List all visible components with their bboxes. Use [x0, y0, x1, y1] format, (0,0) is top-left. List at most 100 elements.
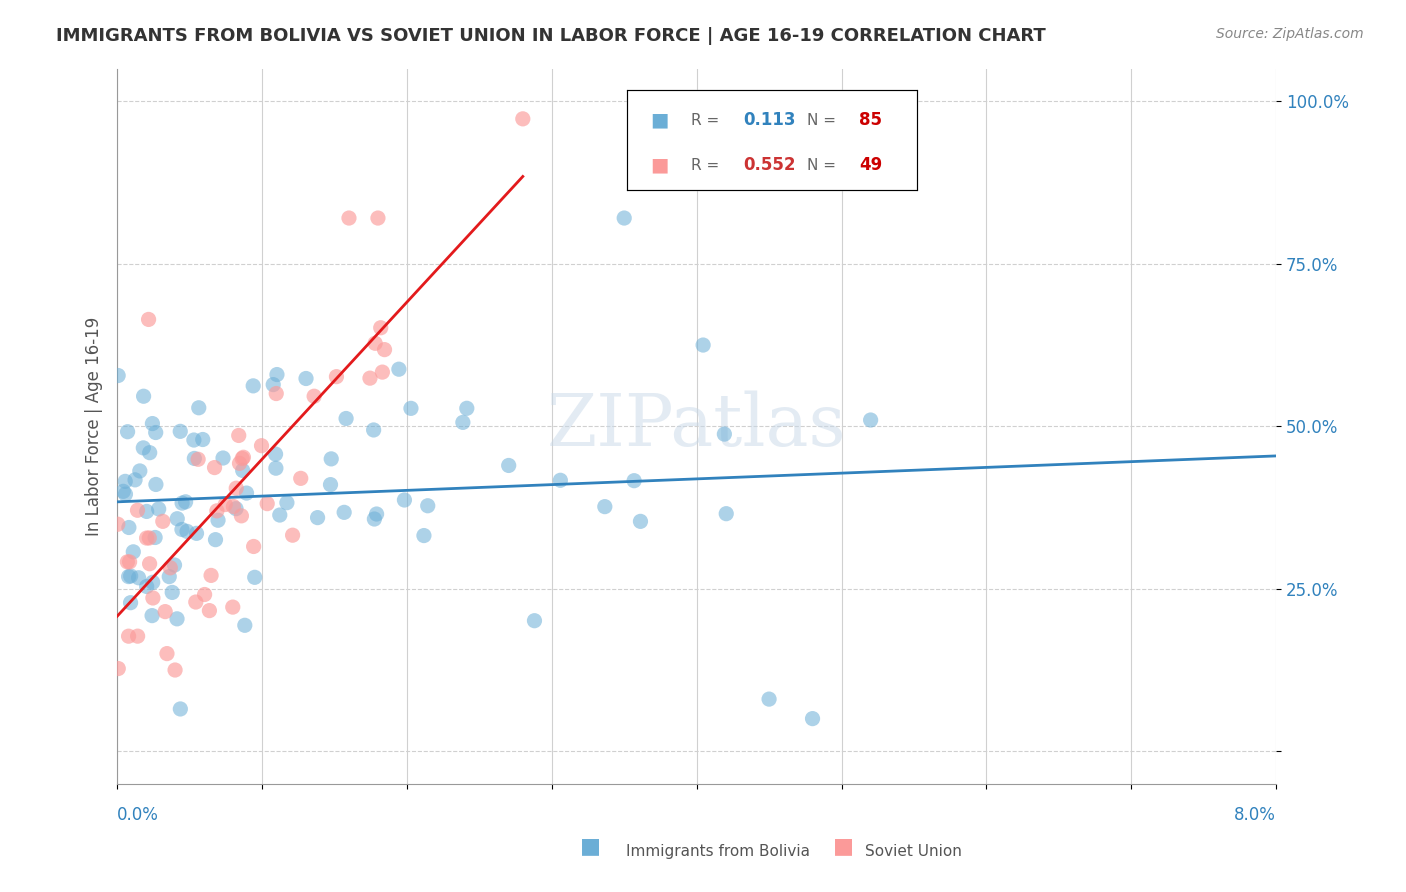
Soviet Union: [231, 451, 253, 466]
Soviet Union: [159, 561, 181, 575]
Immigrants from Bolivia: [266, 368, 288, 382]
Immigrants from Bolivia: [212, 450, 235, 465]
Immigrants from Bolivia: [145, 425, 167, 440]
Immigrants from Bolivia: [186, 526, 208, 541]
Soviet Union: [231, 508, 253, 523]
Soviet Union: [225, 481, 247, 495]
Text: Source: ZipAtlas.com: Source: ZipAtlas.com: [1216, 27, 1364, 41]
Immigrants from Bolivia: [321, 451, 343, 466]
Immigrants from Bolivia: [141, 417, 163, 431]
Soviet Union: [371, 365, 394, 379]
Immigrants from Bolivia: [233, 618, 256, 632]
Soviet Union: [205, 504, 228, 518]
Text: 0.0%: 0.0%: [117, 806, 159, 824]
Immigrants from Bolivia: [183, 451, 205, 466]
Immigrants from Bolivia: [183, 433, 205, 447]
Immigrants from Bolivia: [135, 579, 157, 593]
Immigrants from Bolivia: [117, 569, 139, 583]
Immigrants from Bolivia: [242, 379, 264, 393]
Immigrants from Bolivia: [118, 520, 141, 534]
Immigrants from Bolivia: [366, 507, 388, 521]
Soviet Union: [107, 661, 129, 675]
Soviet Union: [118, 555, 141, 569]
Soviet Union: [142, 591, 165, 605]
Soviet Union: [281, 528, 304, 542]
Immigrants from Bolivia: [170, 523, 193, 537]
Immigrants from Bolivia: [264, 447, 287, 461]
Immigrants from Bolivia: [141, 608, 163, 623]
Immigrants from Bolivia: [399, 401, 422, 416]
Immigrants from Bolivia: [523, 614, 546, 628]
Text: 8.0%: 8.0%: [1234, 806, 1277, 824]
Soviet Union: [256, 497, 278, 511]
Immigrants from Bolivia: [416, 499, 439, 513]
Soviet Union: [373, 343, 395, 357]
Immigrants from Bolivia: [107, 368, 129, 383]
Immigrants from Bolivia: [114, 487, 136, 501]
Soviet Union: [242, 540, 264, 554]
Immigrants from Bolivia: [112, 484, 135, 499]
Soviet Union: [228, 428, 250, 442]
Immigrants from Bolivia: [120, 569, 142, 583]
Soviet Union: [107, 517, 129, 532]
Immigrants from Bolivia: [623, 474, 645, 488]
Soviet Union: [127, 503, 149, 517]
Immigrants from Bolivia: [187, 401, 209, 415]
Immigrants from Bolivia: [388, 362, 411, 376]
Soviet Union: [370, 320, 392, 334]
Immigrants from Bolivia: [143, 531, 166, 545]
Soviet Union: [200, 568, 222, 582]
Immigrants from Bolivia: [145, 477, 167, 491]
Soviet Union: [214, 498, 236, 512]
Soviet Union: [359, 371, 381, 385]
Immigrants from Bolivia: [269, 508, 291, 522]
Soviet Union: [138, 312, 160, 326]
Immigrants from Bolivia: [498, 458, 520, 473]
Immigrants from Bolivia: [319, 477, 342, 491]
Immigrants from Bolivia: [243, 570, 266, 584]
Immigrants from Bolivia: [335, 411, 357, 425]
Immigrants from Bolivia: [148, 502, 170, 516]
Soviet Union: [367, 211, 389, 225]
Immigrants from Bolivia: [713, 427, 735, 442]
Soviet Union: [138, 531, 160, 545]
Immigrants from Bolivia: [120, 596, 142, 610]
Soviet Union: [232, 450, 254, 465]
Soviet Union: [264, 386, 287, 401]
Soviet Union: [194, 587, 217, 601]
Immigrants from Bolivia: [204, 533, 226, 547]
Text: Immigrants from Bolivia: Immigrants from Bolivia: [626, 845, 810, 859]
Soviet Union: [228, 456, 250, 470]
Soviet Union: [364, 336, 387, 351]
Soviet Union: [198, 604, 221, 618]
Immigrants from Bolivia: [801, 712, 824, 726]
Immigrants from Bolivia: [166, 612, 188, 626]
Immigrants from Bolivia: [451, 416, 474, 430]
Immigrants from Bolivia: [128, 571, 150, 585]
Soviet Union: [222, 500, 245, 514]
Immigrants from Bolivia: [163, 558, 186, 572]
Immigrants from Bolivia: [307, 510, 329, 524]
Soviet Union: [135, 531, 157, 545]
Soviet Union: [117, 629, 139, 643]
Soviet Union: [152, 514, 174, 528]
Immigrants from Bolivia: [394, 493, 416, 508]
Soviet Union: [165, 663, 187, 677]
Immigrants from Bolivia: [114, 475, 136, 489]
Immigrants from Bolivia: [169, 425, 191, 439]
Text: Soviet Union: Soviet Union: [865, 845, 962, 859]
Text: IMMIGRANTS FROM BOLIVIA VS SOVIET UNION IN LABOR FORCE | AGE 16-19 CORRELATION C: IMMIGRANTS FROM BOLIVIA VS SOVIET UNION …: [56, 27, 1046, 45]
Soviet Union: [250, 439, 273, 453]
Immigrants from Bolivia: [692, 338, 714, 352]
Soviet Union: [117, 555, 139, 569]
Text: ZIPatlas: ZIPatlas: [547, 391, 846, 461]
Text: ■: ■: [834, 836, 853, 855]
Immigrants from Bolivia: [124, 473, 146, 487]
Y-axis label: In Labor Force | Age 16-19: In Labor Force | Age 16-19: [86, 317, 103, 536]
Immigrants from Bolivia: [264, 461, 287, 475]
Immigrants from Bolivia: [593, 500, 616, 514]
Soviet Union: [325, 369, 347, 384]
Soviet Union: [302, 389, 325, 403]
Immigrants from Bolivia: [174, 495, 197, 509]
Immigrants from Bolivia: [117, 425, 139, 439]
